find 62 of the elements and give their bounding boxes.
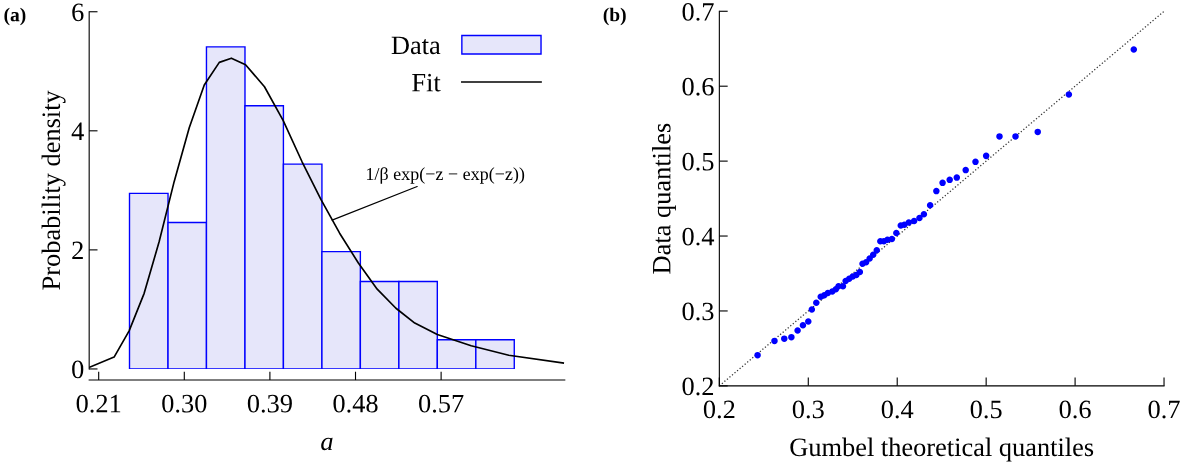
point [953,174,961,181]
x-tick-label: 0.2 [703,400,735,419]
point [920,211,928,218]
y-axis-title: Data quantiles [652,123,676,274]
x-tick-label: 0.30 [162,394,207,413]
x-axis-title: Gumbel theoretical quantiles [790,437,1094,462]
point [805,318,812,325]
point [933,187,940,195]
point [788,333,795,341]
point [1012,133,1019,140]
chart-title: (b) [603,7,626,26]
x-axis-title: a [321,437,333,451]
point [888,235,896,243]
point [1130,46,1138,53]
point [972,158,979,166]
y-tick-label: 0.5 [682,152,714,171]
annotation: 1/β exp(−z − exp(−z)) [366,167,525,184]
x-tick-label: 0.39 [247,394,292,413]
point [856,268,864,276]
y-tick-label: 0.2 [682,377,714,396]
y-tick-label: 0.7 [682,2,714,21]
point [839,282,847,290]
x-tick-label: 0.57 [419,394,464,413]
point [771,337,778,345]
point [781,335,788,342]
point [808,306,816,313]
point [916,214,923,222]
point [754,351,761,359]
legend-label: Fit [412,73,441,92]
point [910,217,918,225]
x-tick-label: 0.4 [881,400,914,419]
y-tick-label: 2 [72,241,83,260]
legend-label: Data [391,36,441,55]
point [982,152,990,160]
point [946,176,953,184]
x-tick-label: 0.6 [1059,400,1091,419]
point [996,133,1003,140]
point [873,247,881,254]
y-tick-label: 0.3 [682,302,714,321]
y-tick-label: 4 [71,122,84,140]
point [794,327,801,334]
point [799,321,807,329]
point [813,299,820,306]
x-tick-label: 0.48 [333,394,378,413]
x-tick-label: 0.5 [970,400,1002,419]
point [866,255,873,262]
point [893,229,900,237]
y-tick-label: 0.4 [682,227,715,246]
x-tick-label: 0.3 [792,400,824,419]
y-tick-label: 6 [72,3,84,22]
x-tick-label: 0.21 [76,394,121,413]
point [1034,128,1041,136]
point [905,219,913,226]
chart-title: (a) [4,7,26,26]
y-tick-label: 0 [72,360,84,379]
y-axis-title: Probability density [41,90,66,290]
point [962,166,969,174]
point [1065,91,1073,98]
point [926,202,934,209]
point [939,179,946,187]
x-tick-label: 0.7 [1148,400,1180,419]
y-tick-label: 0.6 [682,77,714,96]
